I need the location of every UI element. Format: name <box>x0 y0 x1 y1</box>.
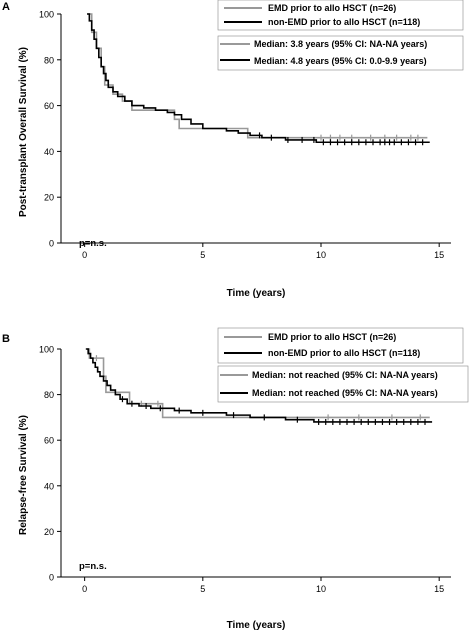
panel-a-curve-emd <box>88 13 428 139</box>
panel-a-median-nonemd: Median: 4.8 years (95% CI: 0.0-9.9 years… <box>254 56 427 66</box>
panel-a-ytick-label: 60 <box>44 101 54 111</box>
panel-b-xtick-label: 15 <box>434 584 444 594</box>
panel-a-median-box <box>217 35 464 71</box>
panel-b-ytick-label: 0 <box>49 573 54 583</box>
panel-b-legend-box <box>217 327 464 364</box>
panel-b-ytick-label: 20 <box>44 527 54 537</box>
panel-a-label: A <box>2 1 10 13</box>
panel-b: B 0 20 40 60 80 100 0 5 10 15 Relapse-free Surviv… <box>2 327 469 631</box>
panel-a-legend: EMD prior to allo HSCT (n=26) non-EMD pr… <box>217 0 464 71</box>
panel-b-median-nonemd: Median: not reached (95% CI: NA-NA years… <box>252 388 438 398</box>
panel-b-ytick-label: 100 <box>39 345 54 355</box>
panel-a-ytick-label: 40 <box>44 147 54 157</box>
panel-a-xtick-label: 0 <box>82 250 87 260</box>
panel-a-curve-nonemd <box>87 13 430 144</box>
panel-a-pvalue: p=n.s. <box>79 238 107 249</box>
panel-a-ytick-label: 20 <box>44 193 54 203</box>
panel-a-ytick-label: 0 <box>49 239 54 249</box>
panel-a-xtick-label: 15 <box>434 250 444 260</box>
panel-b-legend-nonemd: non-EMD prior to allo HSCT (n=118) <box>268 348 420 358</box>
panel-b-legend: EMD prior to allo HSCT (n=26) non-EMD pr… <box>217 327 469 403</box>
panel-b-ytick-label: 80 <box>44 390 54 400</box>
panel-b-median-emd: Median: not reached (95% CI: NA-NA years… <box>252 370 438 380</box>
panel-b-xtick-label: 10 <box>316 584 326 594</box>
panel-a-legend-emd: EMD prior to allo HSCT (n=26) <box>268 3 396 13</box>
panel-b-xlabel: Time (years) <box>227 620 286 631</box>
panel-a-xlabel: Time (years) <box>227 288 286 299</box>
panel-b-label: B <box>2 333 10 345</box>
panel-b-ytick-label: 40 <box>44 481 54 491</box>
panel-a-ytick-label: 100 <box>39 10 54 20</box>
panel-b-pvalue: p=n.s. <box>79 561 107 572</box>
panel-b-curve-nonemd <box>85 348 433 423</box>
panel-b-ylabel: Relapse-free Survival (%) <box>18 415 29 535</box>
panel-a-legend-box <box>217 0 464 31</box>
panel-a-legend-nonemd: non-EMD prior to allo HSCT (n=118) <box>268 17 420 27</box>
panel-a-xtick-label: 10 <box>316 250 326 260</box>
panel-a-plot-area: 0 20 40 60 80 100 0 5 10 15 <box>39 10 451 260</box>
panel-b-curve-emd <box>87 348 430 419</box>
panel-b-xtick-label: 0 <box>82 584 87 594</box>
panel-b-median-box <box>217 365 469 403</box>
panel-a-xtick-label: 5 <box>200 250 205 260</box>
panel-b-ytick-label: 60 <box>44 436 54 446</box>
panel-a: A 0 20 40 60 80 100 0 5 10 15 Post-transplant Ove… <box>2 0 464 299</box>
panel-a-ylabel: Post-transplant Overall Survival (%) <box>18 47 29 217</box>
panel-b-legend-emd: EMD prior to allo HSCT (n=26) <box>268 332 396 342</box>
panel-b-plot-area: 0 20 40 60 80 100 0 5 10 15 <box>39 345 451 594</box>
panel-a-ytick-label: 80 <box>44 55 54 65</box>
panel-a-median-emd: Median: 3.8 years (95% CI: NA-NA years) <box>254 39 427 49</box>
panel-b-xtick-label: 5 <box>200 584 205 594</box>
